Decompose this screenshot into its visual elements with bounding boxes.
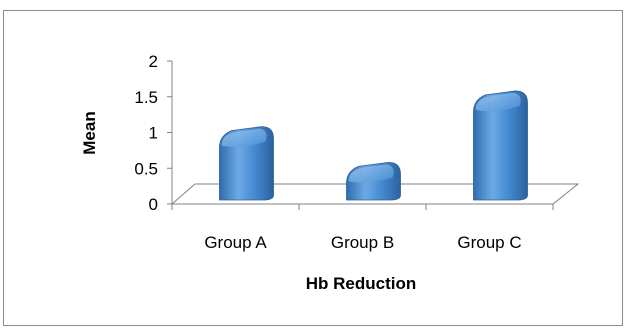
x-tick-label: Group A bbox=[204, 233, 267, 252]
y-tick-label: 0.5 bbox=[134, 159, 158, 178]
x-tick-label: Group C bbox=[457, 233, 521, 252]
bar-cap bbox=[221, 128, 267, 147]
bar bbox=[346, 161, 401, 201]
y-tick-labels: 0 0.5 1 1.5 2 bbox=[134, 52, 158, 214]
x-tick-labels: Group A Group B Group C bbox=[204, 233, 521, 252]
bar-cap bbox=[475, 92, 521, 112]
axes bbox=[167, 60, 580, 210]
bars bbox=[219, 90, 528, 201]
y-tick-label: 1 bbox=[149, 124, 158, 143]
y-tick-label: 0 bbox=[149, 195, 158, 214]
y-axis-title: Mean bbox=[80, 111, 99, 154]
y-tick-label: 2 bbox=[149, 52, 158, 71]
bar-body bbox=[473, 90, 528, 201]
bar bbox=[219, 126, 274, 201]
bar-cap bbox=[348, 164, 394, 183]
x-tick-label: Group B bbox=[331, 233, 394, 252]
y-tick-label: 1.5 bbox=[134, 88, 158, 107]
bar bbox=[473, 90, 528, 201]
x-axis-title: Hb Reduction bbox=[306, 274, 417, 293]
